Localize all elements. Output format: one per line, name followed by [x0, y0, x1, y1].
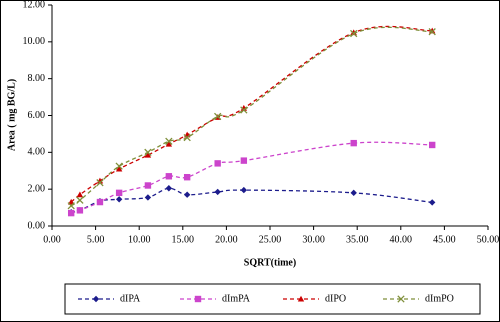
marker [350, 139, 357, 147]
x-tick-label: 25.00 [259, 234, 282, 245]
marker [165, 185, 173, 192]
marker [115, 165, 123, 172]
marker [92, 295, 100, 303]
y-tick-label: 12.00 [23, 0, 46, 10]
marker [397, 295, 405, 303]
x-tick-label: 50.00 [477, 234, 500, 245]
y-tick-label: 8.00 [28, 73, 46, 84]
marker [350, 29, 357, 36]
marker [144, 182, 152, 189]
marker [115, 196, 123, 203]
x-tick-label: 40.00 [390, 234, 413, 245]
y-tick-label: 0.00 [28, 220, 46, 231]
legend-label: dImPO [425, 293, 454, 304]
marker [240, 186, 248, 194]
marker [350, 189, 357, 197]
marker [67, 202, 75, 210]
marker [183, 191, 191, 198]
marker [165, 137, 173, 145]
marker [428, 199, 436, 206]
marker [214, 188, 221, 196]
marker [144, 194, 152, 201]
legend-label: dImPA [222, 293, 251, 304]
y-tick-label: 6.00 [28, 110, 46, 121]
marker [183, 173, 191, 181]
marker [194, 295, 202, 303]
marker [428, 141, 436, 149]
x-tick-label: 35.00 [346, 234, 369, 245]
marker [428, 28, 436, 36]
marker [76, 207, 84, 214]
marker [144, 148, 152, 156]
marker [67, 198, 75, 205]
marker [165, 173, 173, 180]
marker [240, 157, 248, 164]
series-line [70, 26, 433, 207]
y-tick-label: 10.00 [23, 36, 46, 47]
series-line [70, 25, 433, 203]
marker [214, 112, 222, 121]
marker [96, 179, 104, 187]
x-axis-label: SQRT(time) [244, 257, 296, 268]
marker [240, 106, 248, 114]
marker [96, 198, 104, 206]
y-tick-label: 2.00 [28, 183, 46, 194]
series-line [71, 187, 433, 213]
x-tick-label: 5.00 [87, 234, 105, 245]
marker [76, 191, 84, 198]
marker [76, 196, 84, 204]
marker [165, 140, 173, 147]
legend-box [64, 283, 481, 315]
legend-label: dIPA [120, 293, 141, 304]
marker [115, 189, 123, 197]
marker [115, 162, 123, 170]
marker [144, 151, 152, 158]
y-tick-label: 4.00 [28, 147, 46, 158]
x-tick-label: 45.00 [433, 234, 456, 245]
series-line [70, 141, 433, 214]
marker [67, 209, 75, 217]
x-tick-label: 30.00 [302, 234, 325, 245]
x-tick-label: 0.00 [43, 234, 61, 245]
x-tick-label: 20.00 [215, 234, 238, 245]
x-tick-label: 10.00 [128, 234, 151, 245]
legend-label: dIPO [325, 293, 346, 304]
y-axis-label: Area ( mg BG/L) [6, 79, 17, 151]
marker [350, 29, 358, 38]
marker [183, 133, 191, 142]
x-tick-label: 15.00 [172, 234, 195, 245]
marker [297, 295, 305, 302]
marker [214, 160, 221, 167]
